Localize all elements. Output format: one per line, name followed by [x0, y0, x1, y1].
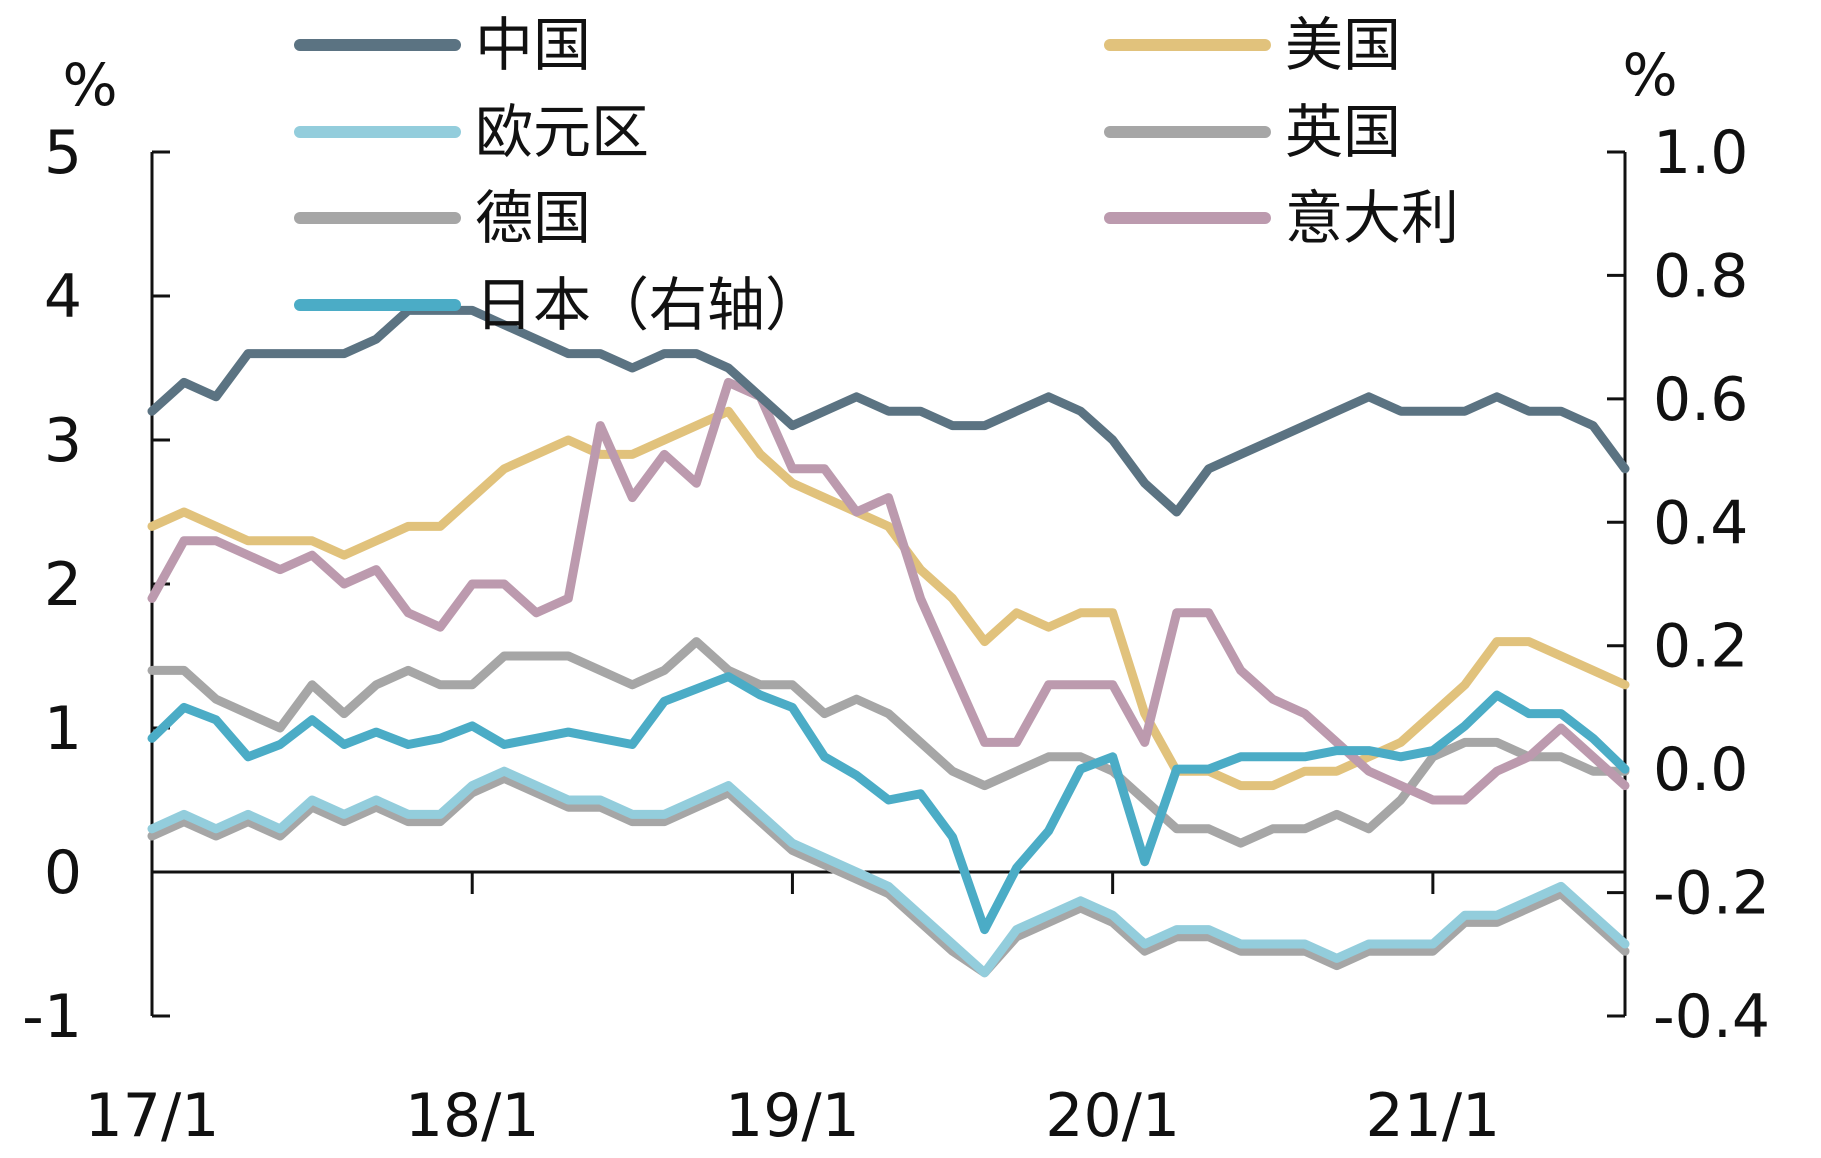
- series-layer: [147, 305, 1630, 978]
- right-tick-label: 0.6: [1653, 365, 1748, 435]
- left-tick-label: 1: [44, 694, 82, 764]
- left-axis-unit: %: [62, 51, 117, 119]
- right-axis-unit: %: [1622, 41, 1677, 109]
- right-tick-label: 1.0: [1653, 118, 1748, 188]
- legend-label: 英国: [1285, 98, 1401, 166]
- series-line-4: [147, 773, 1630, 978]
- right-tick-label: 0.2: [1653, 612, 1748, 682]
- axes: 5 4 3 2 1 0 -1% 1.0 0.8 0.6 0.4 0.2 0.0 -0.2 -0.4% 17/1…: [22, 41, 1770, 1151]
- right-tick-label: 0.4: [1653, 488, 1748, 558]
- x-tick-label: 17/1: [85, 1081, 220, 1151]
- right-tick-label: -0.4: [1653, 982, 1770, 1052]
- series-line-6: [147, 672, 1630, 935]
- x-tick-label: 18/1: [405, 1081, 540, 1151]
- right-tick-label: 0.0: [1653, 735, 1748, 805]
- series-line-5: [147, 377, 1630, 805]
- legend-label: 意大利: [1285, 184, 1459, 252]
- left-tick-label: 3: [44, 406, 82, 476]
- legend-label: 美国: [1285, 11, 1401, 79]
- legend-label: 日本（右轴）: [475, 271, 823, 339]
- x-tick-label: 20/1: [1045, 1081, 1180, 1151]
- left-tick-label: 5: [44, 118, 82, 188]
- right-tick-label: -0.2: [1653, 859, 1770, 929]
- left-tick-label: 0: [44, 838, 82, 908]
- legend-label: 中国: [475, 11, 591, 79]
- left-tick-label: 2: [44, 550, 82, 620]
- series-line-2: [147, 766, 1630, 978]
- series-line-3: [147, 637, 1630, 848]
- right-tick-label: 0.8: [1653, 241, 1748, 311]
- x-tick-label: 21/1: [1365, 1081, 1500, 1151]
- series-line-0: [147, 305, 1630, 517]
- legend-label: 德国: [475, 184, 591, 252]
- left-tick-label: 4: [44, 262, 82, 332]
- legend-label: 欧元区: [475, 98, 649, 166]
- x-tick-label: 19/1: [725, 1081, 860, 1151]
- left-tick-label: -1: [22, 982, 82, 1052]
